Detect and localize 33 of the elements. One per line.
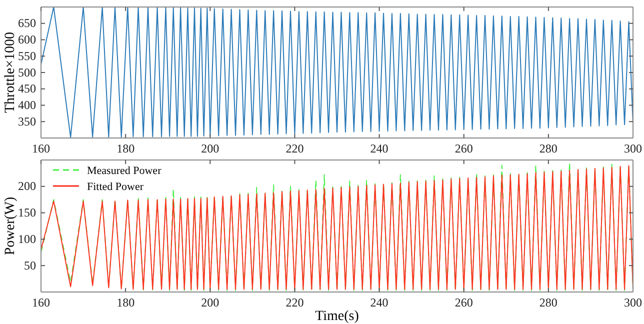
- x-tick-label: 160: [32, 142, 50, 156]
- y-tick-label: 150: [18, 206, 36, 220]
- x-tick-label: 180: [116, 142, 135, 156]
- line-series: [41, 7, 633, 138]
- x-tick-label: 220: [286, 296, 304, 310]
- y-tick-label: 650: [18, 16, 36, 30]
- y-tick-label: 200: [18, 179, 36, 194]
- x-tick-label: 300: [624, 142, 642, 156]
- x-tick-label: 180: [116, 296, 135, 310]
- x-tick-label: 220: [286, 142, 304, 156]
- x-tick-label: 260: [454, 296, 473, 310]
- y-axis-title: Throttle×1000: [3, 32, 18, 113]
- y-tick-label: 500: [18, 65, 36, 80]
- y-tick-label: 100: [18, 232, 36, 246]
- x-tick-label: 240: [370, 296, 388, 310]
- x-tick-label: 300: [624, 296, 642, 310]
- x-tick-label: 200: [201, 142, 220, 156]
- x-tick-label: 280: [539, 296, 558, 310]
- y-tick-label: 50: [24, 258, 36, 272]
- y-tick-label: 550: [18, 48, 36, 63]
- y-tick-label: 400: [18, 98, 36, 112]
- y-tick-label: 600: [18, 32, 36, 47]
- y-tick-label: 350: [18, 114, 36, 128]
- x-tick-label: 280: [539, 142, 558, 156]
- y-axis-title: Power(W): [3, 196, 18, 256]
- legend-label: Measured Power: [87, 165, 162, 177]
- x-tick-label: 260: [454, 142, 473, 156]
- y-tick-label: 450: [18, 82, 36, 96]
- legend-label: Fitted Power: [87, 181, 144, 193]
- x-tick-label: 200: [201, 296, 220, 310]
- x-tick-label: 160: [32, 296, 50, 310]
- x-axis-title: Time(s): [315, 309, 360, 324]
- x-tick-label: 240: [370, 142, 388, 156]
